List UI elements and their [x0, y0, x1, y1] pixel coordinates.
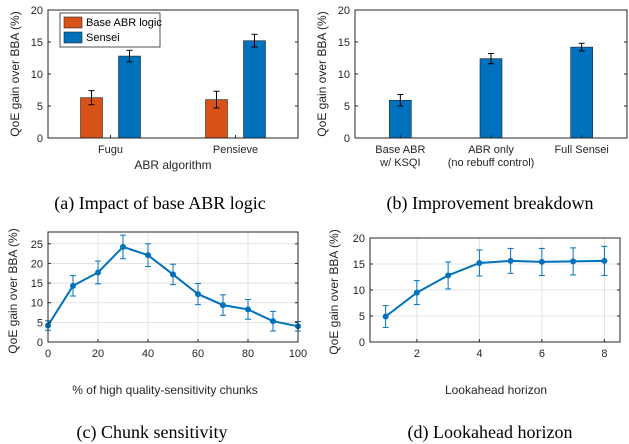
- y-tick-label: 20: [31, 258, 43, 270]
- panel-c-xlabel: % of high quality-sensitivity chunks: [72, 383, 257, 397]
- y-tick-label: 0: [359, 337, 365, 349]
- data-point: [538, 258, 545, 265]
- y-tick-label: 15: [338, 37, 350, 49]
- x-tick-label: Pensieve: [213, 144, 258, 156]
- panel-a-xlabel: ABR algorithm: [134, 158, 211, 172]
- panel-a-ylabel: QoE gain over BBA (%): [8, 11, 22, 136]
- series-line: [47, 245, 299, 328]
- y-tick-label: 10: [353, 285, 365, 297]
- x-tick-label: 80: [242, 348, 254, 360]
- x-tick-label-line2: w/ KSQI: [379, 157, 420, 169]
- panel-a-legend: Base ABR logic Sensei: [59, 12, 162, 48]
- x-tick-label: Full Sensei: [554, 144, 608, 156]
- bar: [479, 58, 503, 139]
- x-tick-label: 100: [289, 348, 307, 360]
- data-point: [245, 306, 251, 313]
- y-tick-label: 5: [37, 317, 43, 329]
- x-tick-label: 60: [192, 348, 204, 360]
- y-tick-label: 20: [353, 233, 365, 245]
- data-point: [145, 252, 151, 259]
- data-point: [507, 257, 514, 264]
- panel-a: 0 5 10 15 20 Fugu Pensieve Base ABR logic Sens…: [8, 5, 299, 214]
- y-tick-label: 0: [344, 133, 350, 145]
- y-tick-label: 15: [31, 278, 43, 290]
- bar: [243, 40, 266, 139]
- y-tick-label: 20: [31, 5, 43, 17]
- x-tick-label: 0: [45, 348, 51, 360]
- y-tick-label: 25: [31, 239, 43, 251]
- y-tick-label: 15: [353, 259, 365, 271]
- legend-swatch-base-abr: [63, 16, 83, 29]
- data-point: [120, 243, 126, 250]
- data-point: [220, 302, 226, 309]
- data-point: [270, 318, 276, 325]
- panel-b-caption: (b) Improvement breakdown: [387, 193, 594, 214]
- x-tick-label: 8: [601, 348, 607, 360]
- y-tick-label: 10: [31, 69, 43, 81]
- y-tick-label: 5: [359, 311, 365, 323]
- panel-d-ylabel: QoE gain over BBA (%): [327, 229, 341, 354]
- panel-c-caption: (c) Chunk sensitivity: [77, 422, 228, 443]
- y-tick-label: 5: [344, 101, 350, 113]
- y-tick-label: 10: [338, 69, 350, 81]
- panel-d-caption: (d) Lookahead horizon: [408, 422, 573, 443]
- data-point: [570, 258, 577, 265]
- y-tick-label: 5: [37, 101, 43, 113]
- series-line: [384, 259, 605, 318]
- legend-label-base-abr: Base ABR logic: [86, 17, 162, 29]
- x-tick-label: 2: [414, 348, 420, 360]
- panel-c: 0 5 10 15 20 25 0 20 40 60 80 100 % of high quality…: [6, 228, 307, 443]
- y-tick-label: 20: [338, 5, 350, 17]
- x-tick-label: 4: [476, 348, 482, 360]
- data-point: [445, 272, 452, 279]
- bar: [118, 55, 141, 139]
- panel-d-xlabel: Lookahead horizon: [445, 383, 547, 397]
- panel-a-caption: (a) Impact of base ABR logic: [54, 193, 265, 214]
- x-tick-label: 20: [92, 348, 104, 360]
- data-point: [601, 257, 608, 264]
- y-tick-label: 0: [37, 133, 43, 145]
- panel-d: 0 5 10 15 20 2 4 6 8 Lookahead horizon QoE gain …: [327, 229, 621, 443]
- y-tick-label: 15: [31, 37, 43, 49]
- panel-b-ylabel: QoE gain over BBA (%): [315, 11, 329, 136]
- legend-label-sensei: Sensei: [86, 32, 120, 44]
- y-tick-label: 10: [31, 298, 43, 310]
- x-tick-label: Base ABR: [375, 144, 425, 156]
- x-tick-label: ABR only: [468, 144, 514, 156]
- x-tick-label: Fugu: [98, 144, 123, 156]
- x-tick-label: 40: [142, 348, 154, 360]
- bar: [570, 46, 593, 139]
- data-point: [195, 291, 201, 298]
- data-point: [95, 269, 101, 276]
- data-point: [413, 289, 420, 296]
- panel-c-plot-frame: [47, 231, 299, 343]
- x-tick-label-line2: (no rebuff control): [448, 157, 535, 169]
- x-tick-label: 6: [539, 348, 545, 360]
- legend-swatch-sensei: [63, 31, 83, 44]
- data-point: [476, 259, 483, 266]
- data-point: [70, 282, 76, 289]
- data-point: [170, 271, 176, 278]
- y-tick-label: 0: [37, 337, 43, 349]
- data-point: [382, 313, 389, 320]
- panel-c-ylabel: QoE gain over BBA (%): [6, 228, 20, 353]
